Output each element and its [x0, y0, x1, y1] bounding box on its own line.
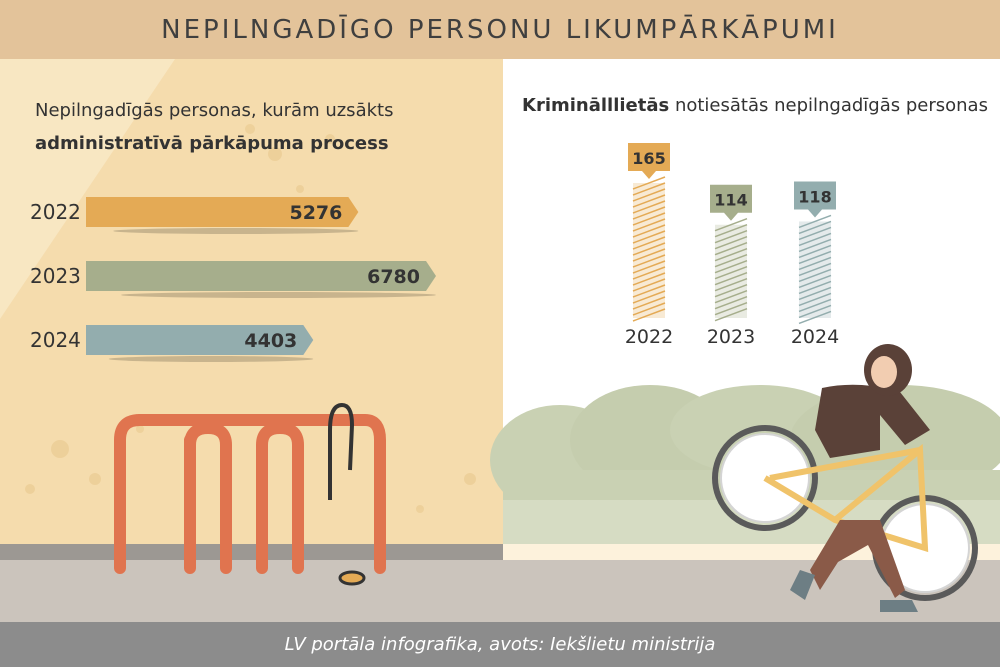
bar-2024 [86, 325, 314, 355]
vbar-hatch [798, 262, 832, 277]
vbar-hatch [632, 302, 666, 316]
vbar-hatch [798, 220, 832, 235]
vbar-hatch [714, 230, 748, 244]
vbar-hatch [798, 274, 832, 289]
footer-bar: LV portāla infografika, avots: Iekšlietu… [0, 622, 1000, 667]
vbar-hatch [798, 298, 832, 313]
vbar-category-label: 2023 [707, 326, 755, 348]
vbar-hatch [632, 236, 666, 250]
vbar-hatch [714, 272, 748, 286]
vbar-hatch [798, 268, 832, 283]
vbar-hatch [798, 250, 832, 265]
texture-spots [25, 124, 476, 513]
header-bar: NEPILNGADĪGO PERSONU LIKUMPĀRKĀPUMI [0, 0, 1000, 59]
vbar-hatch [714, 242, 748, 256]
vbar-hatch [714, 266, 748, 280]
vbar-hatch [632, 242, 666, 256]
vbar-hatch [798, 244, 832, 259]
left-chart-subtitle: Nepilngadīgās personas, kurām uzsākts ad… [35, 94, 393, 160]
vbar-value-label: 114 [714, 191, 747, 210]
vbar-hatch [632, 188, 666, 202]
vbar-hatch [714, 284, 748, 298]
broken-lock-illustration [328, 402, 366, 586]
vbar-hatch [632, 230, 666, 244]
vbar-hatch [632, 194, 666, 208]
vbar-hatch [632, 278, 666, 292]
ground [0, 560, 1000, 622]
vbar-category-label: 2024 [791, 326, 839, 348]
vbar-hatch [798, 280, 832, 295]
bar-value-label: 4403 [244, 330, 297, 352]
person-with-bike-illustration [712, 344, 978, 612]
bar-2022 [86, 197, 359, 227]
vbar-hatch [798, 292, 832, 307]
vbar-hatch [798, 286, 832, 301]
vbar-hatch [714, 254, 748, 268]
value-tag [628, 143, 670, 179]
vbar-hatch [632, 260, 666, 274]
value-tag [710, 184, 752, 221]
vbar-hatch [714, 236, 748, 250]
bar-category-label: 2024 [30, 328, 81, 352]
vbar-hatch [632, 254, 666, 268]
vbar-hatch [632, 176, 666, 190]
vbar-hatch [714, 278, 748, 292]
value-tag [794, 181, 836, 218]
vbar-hatch [714, 308, 748, 322]
source-credit: LV portāla infografika, avots: Iekšlietu… [284, 634, 716, 655]
vbar-hatch [714, 260, 748, 274]
vbar-hatch [714, 224, 748, 238]
vbar-hatch [714, 290, 748, 304]
vbar-hatch [798, 214, 832, 229]
bar-shadow [108, 356, 314, 362]
vbar-hatch [798, 304, 832, 319]
vbar-hatch [632, 206, 666, 220]
bar-value-label: 6780 [367, 266, 420, 288]
bar-value-label: 5276 [289, 202, 342, 224]
vbar-hatch [798, 232, 832, 247]
left-subtitle-line-2: administratīvā pārkāpuma process [35, 133, 389, 154]
vbar-hatch [632, 224, 666, 238]
vbar-hatch [798, 226, 832, 241]
left-subtitle-line-1: Nepilngadīgās personas, kurām uzsākts [35, 100, 394, 121]
vbar-value-label: 165 [632, 149, 665, 168]
vbar-hatch [632, 272, 666, 286]
vbar-hatch [798, 256, 832, 271]
bar-2023 [86, 261, 436, 291]
bar-category-label: 2023 [30, 264, 81, 288]
vbar-hatch [714, 302, 748, 316]
bar-shadow [113, 228, 359, 234]
bike-rack-illustration [114, 414, 386, 574]
vbar-hatch [632, 296, 666, 310]
vbar-group-2023 [714, 218, 748, 322]
vbar-hatch [714, 296, 748, 310]
vbar-hatch [632, 248, 666, 262]
vbar-hatch [714, 218, 748, 232]
right-subtitle-normal: notiesātās nepilngadīgās personas [669, 95, 988, 116]
vbar-hatch [632, 284, 666, 298]
vbar-value-label: 118 [798, 187, 831, 206]
vbar-hatch [798, 238, 832, 253]
vbar-hatch [632, 182, 666, 196]
right-chart-subtitle: Kriminālllietās notiesātās nepilngadīgās… [522, 94, 988, 118]
vbar-hatch [798, 310, 832, 325]
bar-category-label: 2022 [30, 200, 81, 224]
vbar-hatch [632, 290, 666, 304]
vbar-category-label: 2022 [625, 326, 673, 348]
page-title: NEPILNGADĪGO PERSONU LIKUMPĀRKĀPUMI [161, 14, 839, 45]
vbar-hatch [632, 266, 666, 280]
vbar-group-2022 [632, 176, 666, 322]
vbar-hatch [632, 212, 666, 226]
vbar-hatch [632, 200, 666, 214]
vbar-hatch [714, 248, 748, 262]
vbar-hatch [632, 218, 666, 232]
vbar-group-2024 [798, 214, 832, 325]
right-subtitle-bold: Kriminālllietās [522, 95, 670, 116]
bar-shadow [121, 292, 436, 298]
vbar-hatch [632, 308, 666, 322]
